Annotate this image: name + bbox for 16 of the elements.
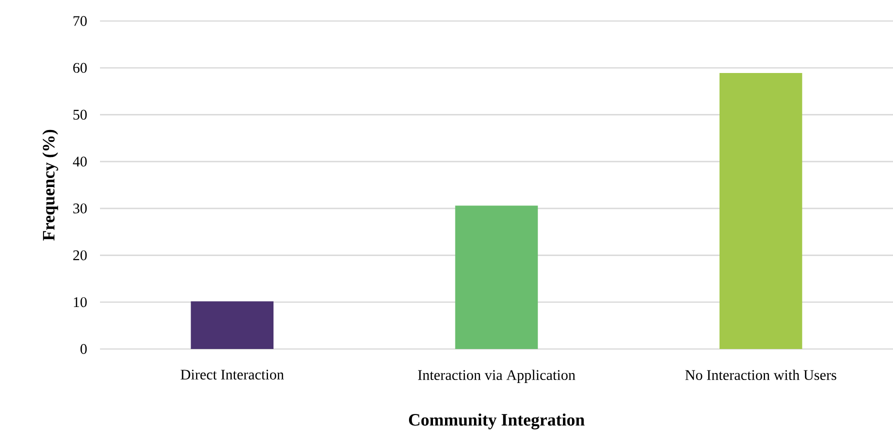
y-tick-label: 30 xyxy=(73,203,87,214)
y-tick-label: 0 xyxy=(80,344,87,354)
x-tick-label: No Interaction with Users xyxy=(685,370,836,380)
x-axis-title: Community Integration xyxy=(408,414,585,430)
y-tick-label: 20 xyxy=(73,250,87,260)
y-tick-label: 70 xyxy=(74,16,87,26)
y-tick-label: 40 xyxy=(72,156,87,167)
bar xyxy=(720,73,802,349)
x-tick-label: Direct Interaction xyxy=(180,370,284,380)
y-tick-label: 10 xyxy=(74,297,87,308)
bar xyxy=(455,206,538,349)
bar xyxy=(190,301,274,349)
y-tick-label: 60 xyxy=(73,62,87,73)
y-tick-label: 50 xyxy=(73,110,87,120)
y-axis-title: Frequency (%) xyxy=(42,130,58,241)
x-tick-label: Interaction via Application xyxy=(418,370,576,384)
